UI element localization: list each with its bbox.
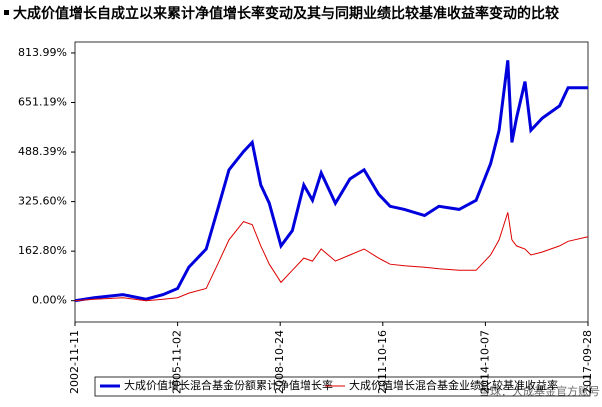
y-tick-label: 0.00% bbox=[32, 294, 67, 307]
chart-title: 大成价值增长自成立以来累计净值增长率变动及其与同期业绩比较基准收益率变动的比较 bbox=[13, 5, 559, 22]
y-tick-label: 162.80% bbox=[18, 244, 67, 257]
x-tick-label: 2008-10-24 bbox=[273, 330, 286, 394]
y-tick-label: 325.60% bbox=[18, 195, 67, 208]
y-tick-label: 651.19% bbox=[18, 96, 67, 109]
y-tick-label: 813.99% bbox=[18, 46, 67, 59]
watermark: 雪球：大成基金官方账号 bbox=[479, 384, 600, 398]
plot-frame bbox=[74, 41, 589, 323]
x-tick-label: 2017-09-28 bbox=[581, 330, 594, 394]
x-tick-label: 2011-10-16 bbox=[376, 330, 389, 394]
y-tick-label: 488.39% bbox=[18, 145, 67, 158]
bullet bbox=[4, 10, 9, 15]
x-tick-label: 2005-11-02 bbox=[171, 330, 184, 394]
legend-label: 大成价值增长混合基金业绩比较基准收益率 bbox=[349, 378, 558, 392]
x-tick-label: 2002-11-11 bbox=[68, 330, 81, 394]
series-line bbox=[74, 212, 589, 302]
legend-label: 大成价值增长混合基金份额累计净值增长率 bbox=[124, 378, 333, 392]
x-tick-label: 2014-10-07 bbox=[478, 330, 491, 394]
series-line bbox=[74, 60, 588, 303]
